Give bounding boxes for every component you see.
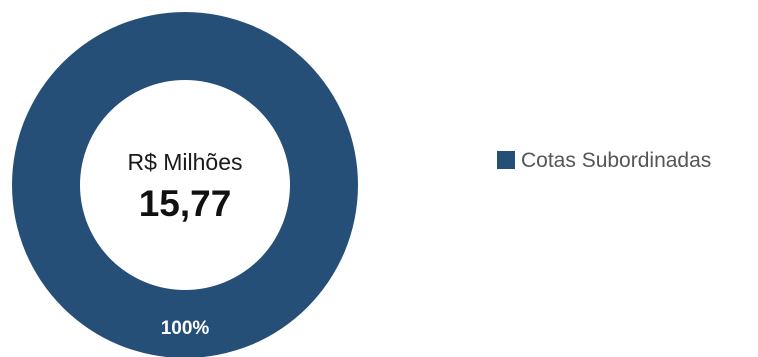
slice-label-0: 100%: [161, 318, 210, 339]
slice-labels: 100%: [161, 318, 210, 339]
donut-hole: [80, 80, 290, 290]
center-unit-label: R$ Milhões: [127, 149, 242, 175]
legend-label-0: Cotas Subordinadas: [521, 149, 711, 172]
legend-swatch-0: [497, 151, 515, 169]
legend: Cotas Subordinadas: [497, 149, 711, 172]
center-total-value: 15,77: [139, 183, 232, 224]
